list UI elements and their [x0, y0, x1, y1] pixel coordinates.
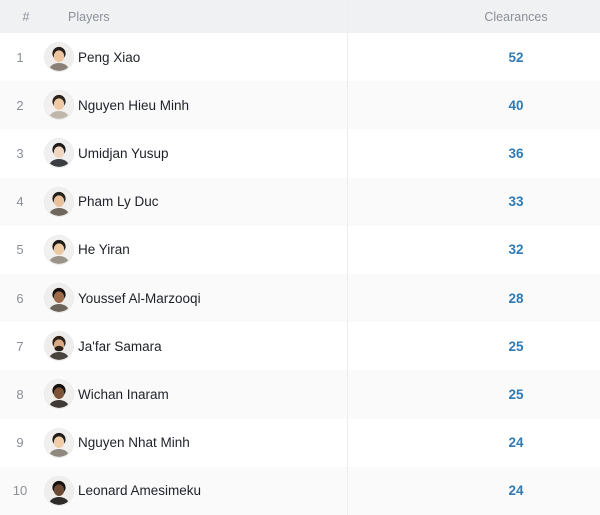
player-name: Wichan Inaram	[78, 386, 169, 402]
rank-cell: 1	[0, 50, 40, 65]
table-row[interactable]: 6 Youssef Al-Marzooqi 28	[0, 273, 600, 323]
player-cell: Nguyen Hieu Minh	[40, 91, 347, 120]
table-row[interactable]: 4 Pham Ly Duc 33	[0, 177, 600, 226]
player-cell: Pham Ly Duc	[40, 187, 347, 216]
player-avatar	[45, 187, 73, 216]
rank-cell: 8	[0, 387, 40, 402]
player-cell: Youssef Al-Marzooqi	[40, 284, 347, 313]
column-divider	[347, 0, 348, 515]
rank-number: 5	[16, 242, 24, 258]
player-cell: Peng Xiao	[40, 43, 347, 72]
clearances-value: 25	[508, 386, 524, 402]
player-cell: He Yiran	[40, 235, 347, 264]
clearances-value: 25	[508, 338, 524, 354]
rank-number: 4	[16, 194, 24, 210]
clearances-value: 33	[508, 194, 524, 210]
player-cell: Leonard Amesimeku	[40, 476, 347, 505]
player-name: Pham Ly Duc	[78, 194, 159, 210]
player-avatar	[45, 476, 73, 505]
stat-cell: 25	[347, 339, 600, 354]
rank-number: 6	[16, 290, 24, 306]
stat-cell: 52	[347, 50, 600, 65]
player-avatar	[45, 380, 73, 409]
player-cell: Umidjan Yusup	[40, 139, 347, 168]
clearances-value: 32	[508, 242, 524, 258]
header-rank: #	[22, 9, 30, 24]
rank-cell: 5	[0, 242, 40, 257]
stat-cell: 36	[347, 146, 600, 161]
stat-cell: 40	[347, 98, 600, 113]
player-avatar	[45, 139, 73, 168]
rank-cell: 7	[0, 339, 40, 354]
stat-cell: 32	[347, 242, 600, 257]
table-row[interactable]: 9 Nguyen Nhat Minh 24	[0, 418, 600, 467]
player-cell: Nguyen Nhat Minh	[40, 428, 347, 457]
player-name: Nguyen Nhat Minh	[78, 435, 190, 451]
stat-cell: 24	[347, 483, 600, 498]
rank-cell: 4	[0, 194, 40, 209]
player-name: Youssef Al-Marzooqi	[78, 290, 201, 306]
player-avatar	[45, 284, 73, 313]
header-players: Players	[68, 9, 110, 24]
clearances-value: 52	[508, 49, 524, 65]
stat-cell: 24	[347, 435, 600, 450]
rank-number: 2	[16, 97, 24, 113]
player-name: Peng Xiao	[78, 49, 141, 65]
rank-number: 10	[12, 483, 28, 499]
stat-cell: 25	[347, 387, 600, 402]
player-name: Nguyen Hieu Minh	[78, 97, 190, 113]
player-name: Umidjan Yusup	[78, 145, 169, 161]
clearances-value: 40	[508, 97, 524, 113]
player-avatar	[45, 235, 73, 264]
table-row[interactable]: 10 Leonard Amesimeku 24	[0, 466, 600, 515]
table-row[interactable]: 5 He Yiran 32	[0, 225, 600, 274]
rank-number: 8	[16, 386, 24, 402]
clearances-value: 36	[508, 145, 524, 161]
player-cell: Wichan Inaram	[40, 380, 347, 409]
table-row[interactable]: 2 Nguyen Hieu Minh 40	[0, 81, 600, 130]
stat-cell: 28	[347, 291, 600, 306]
player-avatar	[45, 43, 73, 72]
rank-number: 7	[16, 338, 24, 354]
table-body: 1 Peng Xiao 52 2	[0, 33, 600, 515]
rank-cell: 9	[0, 435, 40, 450]
table-row[interactable]: 1 Peng Xiao 52	[0, 33, 600, 82]
player-cell: Ja'far Samara	[40, 332, 347, 361]
rank-number: 1	[16, 49, 24, 65]
player-name: Leonard Amesimeku	[78, 483, 202, 499]
table-row[interactable]: 8 Wichan Inaram 25	[0, 370, 600, 419]
player-avatar	[45, 332, 73, 361]
clearances-value: 24	[508, 435, 524, 451]
player-name: He Yiran	[78, 242, 130, 258]
rank-cell: 10	[0, 483, 40, 498]
rank-number: 9	[16, 435, 24, 451]
stat-cell: 33	[347, 194, 600, 209]
table-header-row: # Players Clearances	[0, 0, 600, 33]
rank-cell: 3	[0, 146, 40, 161]
clearances-value: 24	[508, 483, 524, 499]
player-avatar	[45, 428, 73, 457]
rank-cell: 2	[0, 98, 40, 113]
rank-number: 3	[16, 145, 24, 161]
player-avatar	[45, 91, 73, 120]
table-row[interactable]: 7 Ja'far Samara 25	[0, 322, 600, 371]
header-clearances: Clearances	[484, 9, 548, 24]
clearances-value: 28	[508, 290, 524, 306]
rank-cell: 6	[0, 291, 40, 306]
player-name: Ja'far Samara	[78, 338, 162, 354]
table-row[interactable]: 3 Umidjan Yusup 36	[0, 129, 600, 178]
